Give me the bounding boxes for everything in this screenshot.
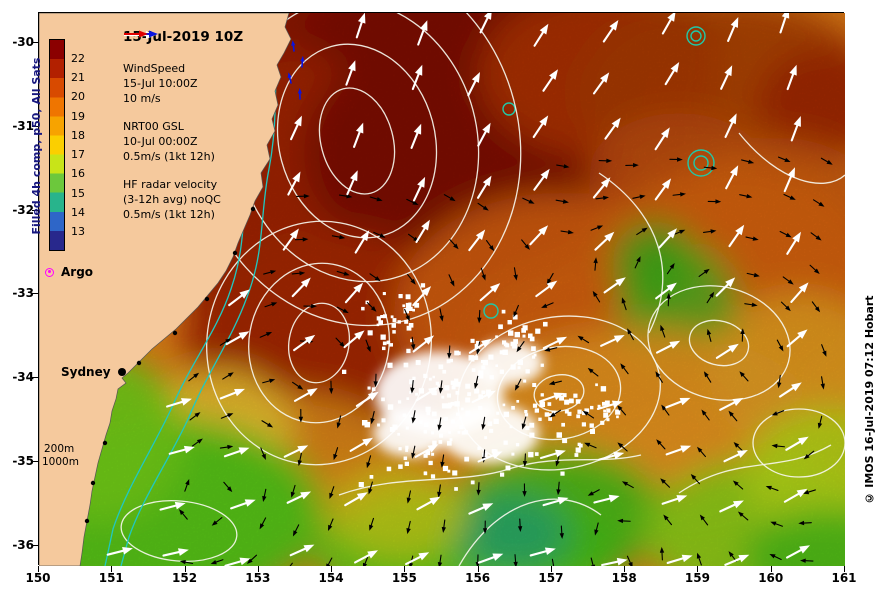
y-tick-mark xyxy=(32,209,38,211)
x-tick-mark xyxy=(257,566,259,572)
y-tick-mark xyxy=(32,125,38,127)
y-tick-mark xyxy=(32,42,38,43)
depth-200m-label: 200m xyxy=(44,443,75,455)
legend-hf-radar: HF radar velocity (3-12h avg) noQC 0.5m/… xyxy=(123,30,293,222)
x-tick-mark xyxy=(331,566,333,572)
wind-date: 15-Jul 10:00Z xyxy=(123,77,198,90)
wind-scale: 10 m/s xyxy=(123,92,161,105)
land-layer xyxy=(39,13,292,566)
x-tick-mark xyxy=(111,566,113,572)
argo-label: Argo xyxy=(61,265,94,279)
colorbar-tick-label: 13 xyxy=(71,225,85,239)
x-tick-label: 151 xyxy=(98,571,124,585)
x-tick-mark xyxy=(770,566,772,572)
gsl-title: NRT00 GSL xyxy=(123,120,184,133)
x-tick-label: 160 xyxy=(758,571,784,585)
argo-float-icon xyxy=(45,267,54,277)
legend-gsl: NRT00 GSL 10-Jul 00:00Z 0.5m/s (1kt 12h) xyxy=(123,119,293,164)
hf-title: HF radar velocity xyxy=(123,178,218,191)
x-tick-label: 161 xyxy=(831,571,857,585)
legend-wind: WindSpeed 15-Jul 10:00Z 10 m/s xyxy=(123,31,293,106)
map-plot-area: 22 21 20 19 18 17 16 15 14 13 15-Jul-2019 10Z Win… xyxy=(38,12,845,566)
credit-text: © IMOS 16-Jul-2019 07:12 Hobart xyxy=(863,295,876,505)
x-tick-label: 154 xyxy=(318,571,344,585)
y-tick-mark xyxy=(32,293,38,295)
depth-1000m-label: 1000m xyxy=(42,456,79,468)
x-tick-label: 150 xyxy=(25,571,51,585)
argo-legend-entry: Argo xyxy=(45,265,93,279)
sst-map-canvas xyxy=(39,13,845,566)
y-tick-mark xyxy=(32,377,38,379)
x-tick-label: 153 xyxy=(245,571,271,585)
colorbar-tick-label: 15 xyxy=(71,186,85,200)
x-tick-label: 157 xyxy=(538,571,564,585)
colorbar xyxy=(49,39,65,251)
colorbar-tick-label: 22 xyxy=(71,51,85,65)
y-tick-label: -36 xyxy=(12,537,34,552)
x-tick-label: 152 xyxy=(172,571,198,585)
colorbar-tick-label: 14 xyxy=(71,205,85,219)
sydney-marker: Sydney xyxy=(61,365,126,379)
y-tick-label: -31 xyxy=(12,118,34,133)
x-tick-mark xyxy=(624,566,626,572)
x-tick-mark xyxy=(404,566,406,572)
y-tick-mark xyxy=(32,544,38,546)
gsl-scale: 0.5m/s (1kt 12h) xyxy=(123,150,215,163)
wind-title: WindSpeed xyxy=(123,62,186,75)
y-tick-label: -35 xyxy=(12,454,34,469)
colorbar-tick-label: 18 xyxy=(71,128,85,142)
y-tick-label: -32 xyxy=(12,202,34,217)
hf-site-arrows-layer xyxy=(287,40,305,100)
colorbar-tick-label: 17 xyxy=(71,148,85,162)
wind-arrows-layer xyxy=(106,13,810,566)
map-legend: 15-Jul-2019 10Z WindSpeed 15-Jul 10:00Z … xyxy=(123,29,293,235)
x-tick-mark xyxy=(697,566,699,572)
x-tick-label: 155 xyxy=(391,571,417,585)
x-tick-label: 156 xyxy=(465,571,491,585)
hf-red-arrow-icon xyxy=(124,30,148,38)
hf-subtitle: (3-12h avg) noQC xyxy=(123,193,221,206)
bathymetry-labels: 200m 1000m xyxy=(42,443,79,469)
x-tick-mark xyxy=(844,566,845,572)
colorbar-tick-label: 19 xyxy=(71,109,85,123)
x-tick-mark xyxy=(38,566,39,572)
sydney-city-dot-icon xyxy=(117,368,126,376)
eddy-outline-layer xyxy=(483,26,715,319)
colorbar-axis-label: Filled 4h comp, p50, All Sats xyxy=(30,57,43,235)
hf-scale: 0.5m/s (1kt 12h) xyxy=(123,208,215,221)
x-tick-mark xyxy=(550,566,552,572)
colorbar-tick-label: 21 xyxy=(71,71,85,85)
sydney-label: Sydney xyxy=(61,365,111,379)
y-tick-mark xyxy=(32,461,38,463)
x-tick-mark xyxy=(184,566,186,572)
colorbar-tick-label: 20 xyxy=(71,90,85,104)
y-tick-label: -34 xyxy=(12,370,34,385)
y-tick-label: -33 xyxy=(12,286,34,301)
y-tick-label: -30 xyxy=(12,35,34,49)
x-tick-label: 159 xyxy=(684,571,710,585)
x-tick-mark xyxy=(477,566,479,572)
colorbar-tick-labels: 22 21 20 19 18 17 16 15 14 13 xyxy=(69,39,93,251)
colorbar-tick-label: 16 xyxy=(71,167,85,181)
x-tick-label: 158 xyxy=(611,571,637,585)
gsl-date: 10-Jul 00:00Z xyxy=(123,135,198,148)
coastal-town-dots-layer xyxy=(84,206,256,524)
hf-radar-arrows-layer xyxy=(179,156,833,566)
